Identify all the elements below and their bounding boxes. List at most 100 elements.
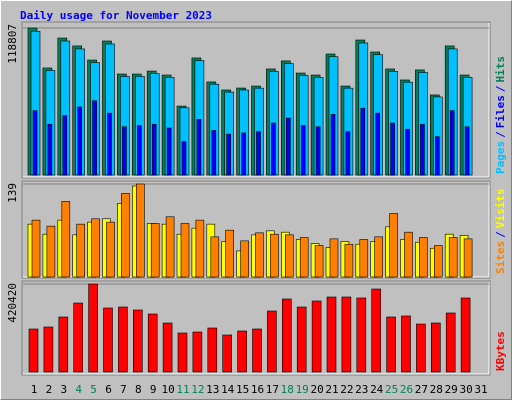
bar <box>296 306 307 373</box>
x-tick-label: 9 <box>150 383 157 396</box>
bar <box>32 110 38 176</box>
bar <box>58 316 69 373</box>
bar <box>300 125 306 176</box>
bar <box>284 234 294 278</box>
x-tick-label: 30 <box>459 383 472 396</box>
bar <box>237 330 247 373</box>
x-tick-label: 5 <box>90 383 97 396</box>
bar <box>463 238 473 278</box>
bar <box>255 232 264 278</box>
bar <box>28 328 39 373</box>
bar <box>181 141 187 176</box>
bar <box>404 231 413 278</box>
bar <box>106 221 115 278</box>
panel-bevel <box>23 282 490 375</box>
bar <box>386 316 396 373</box>
legend-separator: / <box>494 131 507 138</box>
bar <box>225 229 234 278</box>
bar <box>359 239 369 278</box>
bar <box>31 219 41 278</box>
x-tick-label: 28 <box>430 383 443 396</box>
bar <box>252 328 262 373</box>
chart-title: Daily usage for November 2023 <box>20 9 212 22</box>
bar <box>91 218 100 278</box>
bar <box>329 238 339 278</box>
legend-separator: / <box>494 231 507 238</box>
bar <box>240 240 249 278</box>
x-tick-label: 23 <box>355 383 368 396</box>
bar <box>73 302 83 373</box>
x-tick-label: 7 <box>120 383 127 396</box>
bar <box>405 128 410 176</box>
bar <box>330 114 336 176</box>
x-tick-label: 27 <box>415 383 428 396</box>
y-tick-label: 420420 <box>6 283 19 323</box>
bar <box>314 245 324 278</box>
legend-entry: Hits <box>494 56 507 83</box>
legend: Pages / Files / Hits <box>494 56 507 174</box>
x-tick-label: 31 <box>474 383 487 396</box>
x-tick-label: 13 <box>206 383 219 396</box>
bar <box>195 219 205 278</box>
bar <box>103 307 113 373</box>
bar <box>270 233 279 278</box>
bar <box>271 122 276 176</box>
bar <box>299 237 309 278</box>
bar <box>445 312 456 373</box>
x-tick-label: 22 <box>340 383 353 396</box>
bar <box>448 237 458 278</box>
bar <box>88 283 98 373</box>
bar <box>136 183 145 278</box>
x-tick-label: 6 <box>105 383 112 396</box>
bar <box>137 125 142 176</box>
bar <box>285 117 291 176</box>
bar <box>390 122 395 176</box>
legend-entry: KBytes <box>494 331 507 371</box>
x-tick-label: 11 <box>176 383 189 396</box>
legend-entry: Files <box>494 95 507 128</box>
legend-separator: / <box>494 85 507 92</box>
x-tick-label: 15 <box>236 383 249 396</box>
bar <box>122 126 127 176</box>
bar <box>92 100 97 176</box>
bar <box>151 123 157 176</box>
bar <box>62 115 68 176</box>
x-tick-label: 10 <box>161 383 174 396</box>
bar <box>211 130 217 176</box>
bar <box>416 323 426 373</box>
x-tick-label: 20 <box>310 383 323 396</box>
bar <box>222 334 232 373</box>
x-tick-label: 19 <box>296 383 309 396</box>
x-tick-label: 17 <box>266 383 279 396</box>
x-tick-label: 24 <box>370 383 384 396</box>
legend: KBytes <box>494 331 507 371</box>
bar <box>107 112 112 176</box>
bar <box>196 119 202 176</box>
bar <box>360 107 366 176</box>
bar <box>326 296 337 373</box>
bar <box>150 223 160 278</box>
bar <box>77 106 82 176</box>
bar <box>226 133 231 176</box>
bar <box>434 136 440 176</box>
bar <box>356 297 367 373</box>
bar <box>460 297 471 373</box>
bar <box>61 201 71 278</box>
bar <box>166 127 172 176</box>
panel-bevel <box>23 23 490 178</box>
x-tick-label: 26 <box>400 383 413 396</box>
bar <box>430 322 441 373</box>
bar <box>420 123 425 176</box>
bar <box>389 213 398 278</box>
bar <box>177 332 188 373</box>
bar <box>147 313 158 373</box>
x-tick-label: 16 <box>251 383 264 396</box>
bar <box>165 216 175 278</box>
legend: Sites / Visits <box>494 189 507 275</box>
x-tick-label: 14 <box>221 383 235 396</box>
bar <box>256 131 261 176</box>
bar <box>344 243 354 278</box>
bar <box>311 300 322 373</box>
bar <box>371 288 382 373</box>
bar <box>267 310 277 373</box>
